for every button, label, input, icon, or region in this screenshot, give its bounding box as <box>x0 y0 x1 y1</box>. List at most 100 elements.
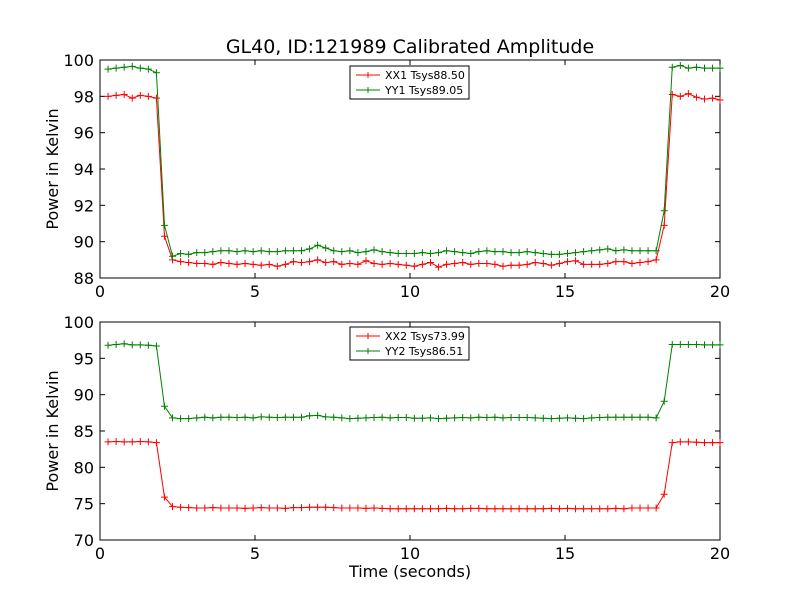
data-point <box>402 505 410 513</box>
data-point <box>475 248 483 256</box>
data-point <box>281 260 289 268</box>
data-point <box>193 249 201 257</box>
data-point <box>346 504 354 512</box>
data-point <box>128 62 136 70</box>
data-point <box>201 504 209 512</box>
data-point <box>338 260 346 268</box>
data-point <box>443 414 451 422</box>
data-point <box>298 413 305 421</box>
data-point <box>201 413 209 421</box>
data-point <box>273 504 281 512</box>
data-point <box>555 505 563 513</box>
data-point <box>451 248 459 256</box>
data-point <box>580 505 588 513</box>
data-point <box>539 249 547 257</box>
data-point <box>596 246 604 254</box>
data-point <box>523 414 531 422</box>
data-point <box>394 260 402 268</box>
data-point <box>418 260 426 268</box>
data-point <box>709 94 717 102</box>
data-point <box>483 505 491 513</box>
data-point <box>314 411 322 419</box>
data-point <box>193 504 201 512</box>
data-point <box>410 414 418 422</box>
data-point <box>185 415 193 423</box>
data-point <box>644 247 652 255</box>
data-point <box>660 490 668 498</box>
data-point <box>160 493 168 501</box>
y-tick-label: 100 <box>63 313 94 332</box>
data-point <box>112 91 120 99</box>
data-point <box>555 250 563 258</box>
data-point <box>289 504 297 512</box>
y-tick-label: 96 <box>74 124 94 143</box>
data-point <box>185 259 193 267</box>
data-point <box>128 94 136 102</box>
data-point <box>354 260 362 268</box>
legend: XX1 Tsys88.50 YY1 Tsys89.05 <box>349 65 470 100</box>
data-point <box>346 415 354 423</box>
data-point <box>588 505 596 513</box>
data-point <box>104 341 112 349</box>
data-point <box>120 438 128 446</box>
data-point <box>563 504 571 512</box>
x-tick-label: 0 <box>95 544 105 563</box>
data-point <box>668 439 676 447</box>
data-point <box>346 259 354 267</box>
data-point <box>394 249 402 257</box>
data-point <box>628 504 636 512</box>
x-tick-label: 20 <box>710 282 730 301</box>
data-point <box>636 504 644 512</box>
data-point <box>443 247 451 255</box>
data-point <box>265 260 273 268</box>
data-point <box>572 257 580 265</box>
data-point <box>636 259 644 267</box>
data-point <box>322 413 330 421</box>
data-point <box>128 438 136 446</box>
data-point <box>152 69 160 77</box>
data-point <box>588 260 596 268</box>
data-point <box>362 414 370 422</box>
x-tick-label: 10 <box>400 544 420 563</box>
data-point <box>322 244 330 252</box>
data-point <box>676 61 684 69</box>
data-point <box>580 260 588 268</box>
data-point <box>410 249 418 257</box>
data-point <box>370 259 378 267</box>
data-point <box>338 414 346 422</box>
x-tick-label: 5 <box>250 282 260 301</box>
data-point <box>370 414 378 422</box>
y-tick-label: 95 <box>74 349 94 368</box>
data-point <box>209 248 217 256</box>
data-point <box>330 413 338 421</box>
data-point <box>273 262 281 270</box>
data-point <box>418 505 426 513</box>
data-point <box>539 505 547 513</box>
data-point <box>257 247 265 255</box>
data-point <box>169 252 177 260</box>
data-point <box>225 413 233 421</box>
legend-label: XX2 Tsys73.99 <box>385 330 465 343</box>
data-point <box>394 414 402 422</box>
series-yy2 <box>104 340 724 423</box>
data-point <box>273 248 281 256</box>
data-point <box>209 414 217 422</box>
top-panel: 0 5 10 15 20 88 90 92 94 96 98 100 Power in Kelvin XX… <box>43 51 730 301</box>
legend-marker <box>365 348 371 354</box>
data-point <box>523 260 531 268</box>
data-point <box>152 94 160 102</box>
data-point <box>257 413 265 421</box>
data-point <box>217 259 225 267</box>
data-point <box>636 413 644 421</box>
data-point <box>169 503 177 511</box>
data-point <box>684 438 692 446</box>
data-point <box>620 246 628 254</box>
data-point <box>596 260 604 268</box>
y-tick-label: 88 <box>74 269 94 288</box>
data-point <box>225 259 233 267</box>
data-point <box>435 263 443 271</box>
data-point <box>451 505 459 513</box>
data-point <box>692 438 700 446</box>
series-xx1 <box>104 90 724 271</box>
